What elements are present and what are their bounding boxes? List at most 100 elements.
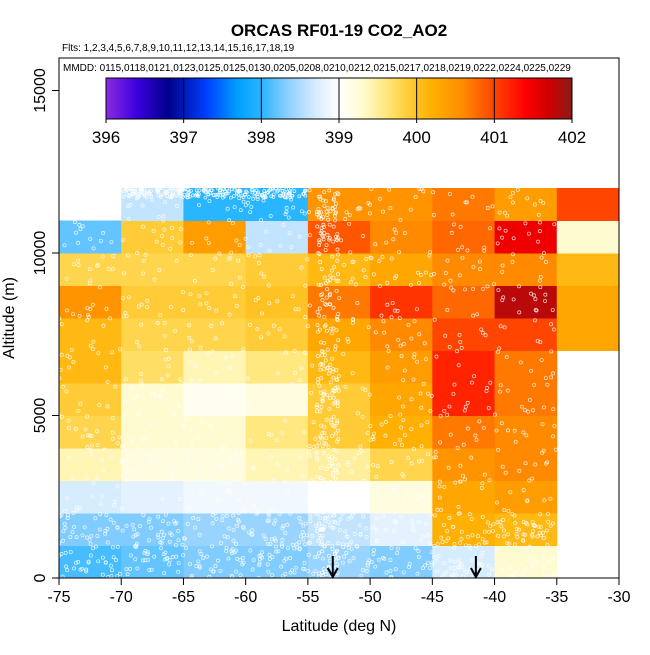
heatmap-cell <box>245 253 309 286</box>
plot-frame <box>58 57 620 579</box>
x-tick-label: -30 <box>607 589 630 606</box>
heatmap-cell <box>59 383 122 416</box>
heatmap-cell <box>432 415 496 449</box>
x-tick-label: -70 <box>110 589 133 606</box>
colorbar-tick-label: 399 <box>325 128 353 147</box>
x-axis-label: Latitude (deg N) <box>282 618 397 635</box>
heatmap-cell <box>432 318 496 351</box>
heatmap-cell <box>494 253 558 286</box>
heatmap-cell <box>494 188 558 221</box>
heatmap-cell <box>183 188 247 221</box>
heatmap-cell <box>121 415 184 449</box>
heatmap-cell <box>556 318 619 351</box>
heatmap-cell <box>370 545 433 578</box>
heatmap-cell <box>494 415 558 449</box>
x-tick-label: -65 <box>172 589 195 606</box>
heatmap-cell <box>121 545 184 578</box>
heatmap-cell <box>59 350 122 384</box>
heatmap-cell <box>245 285 309 319</box>
heatmap-cell <box>121 220 184 254</box>
heatmap-cell <box>556 285 619 319</box>
heatmap-cell <box>245 448 309 481</box>
heatmap-cell <box>245 415 309 449</box>
heatmap-cell <box>121 318 184 351</box>
x-tick-label: -35 <box>545 589 568 606</box>
heatmap-cell <box>183 318 247 351</box>
heatmap-cell <box>494 383 558 416</box>
heatmap-cell <box>432 285 496 319</box>
heatmap-cell <box>494 350 558 384</box>
heatmap-cell <box>183 480 247 514</box>
heatmap-cell <box>121 448 184 481</box>
heatmap-cell <box>370 383 433 416</box>
x-tick-label: -75 <box>47 589 70 606</box>
heatmap-cell <box>307 318 371 351</box>
colorbar-tick-label: 397 <box>169 128 197 147</box>
heatmap-cell <box>183 350 247 384</box>
colorbar-tick-label: 402 <box>558 128 586 147</box>
heatmap-cell <box>307 253 371 286</box>
heatmap-cell <box>370 253 433 286</box>
heatmap-cell <box>556 220 619 254</box>
y-axis: 0 5000 10000 15000 <box>32 68 59 582</box>
heatmap-cell <box>121 480 184 514</box>
heatmap-cell <box>121 350 184 384</box>
heatmap-cell <box>307 350 371 384</box>
x-tick-label: -55 <box>296 589 319 606</box>
heatmap-cell <box>183 415 247 449</box>
y-tick-label: 5000 <box>32 398 49 434</box>
heatmap-cell <box>370 350 433 384</box>
heatmap-cell <box>494 220 558 254</box>
heatmap-cells <box>59 188 619 578</box>
heatmap-cell <box>59 285 122 319</box>
heatmap-cell <box>121 253 184 286</box>
colorbar-ticks: 396 397 398 399 400 401 402 <box>92 78 586 147</box>
heatmap-cell <box>432 188 496 221</box>
heatmap-cell <box>183 220 247 254</box>
heatmap-cell <box>432 545 496 578</box>
latitude-arrow <box>470 556 482 580</box>
heatmap-cell <box>494 285 558 319</box>
heatmap-cell <box>245 318 309 351</box>
heatmap-cell <box>370 318 433 351</box>
x-tick-label: -50 <box>359 589 382 606</box>
heatmap-cell <box>432 448 496 481</box>
heatmap-cell <box>183 448 247 481</box>
heatmap-cell <box>183 545 247 578</box>
heatmap-cell <box>432 253 496 286</box>
y-tick-label: 10000 <box>32 231 49 276</box>
heatmap-cell <box>245 350 309 384</box>
heatmap-cell <box>556 253 619 286</box>
heatmap-cell <box>494 545 558 578</box>
heatmap-cell <box>494 480 558 514</box>
heatmap-cell <box>121 513 184 546</box>
heatmap-cell <box>245 383 309 416</box>
heatmap-cell <box>556 188 619 221</box>
x-tick-label: -45 <box>421 589 444 606</box>
heatmap-cell <box>59 480 122 514</box>
colorbar-tick-label: 398 <box>247 128 275 147</box>
heatmap-cell <box>307 480 371 514</box>
heatmap-cell <box>307 415 371 449</box>
heatmap-cell <box>370 220 433 254</box>
flight-track-dots <box>59 186 558 578</box>
colorbar-tick-label: 396 <box>92 128 120 147</box>
latitude-arrows <box>326 556 482 580</box>
heatmap-cell <box>432 350 496 384</box>
heatmap-cell <box>121 285 184 319</box>
heatmap-cell <box>59 318 122 351</box>
flights-note: Flts: 1,2,3,4,5,6,7,8,9,10,11,12,13,14,1… <box>62 43 295 54</box>
heatmap-cell <box>183 253 247 286</box>
y-tick-label: 0 <box>32 573 49 582</box>
heatmap-cell <box>245 480 309 514</box>
heatmap-cell <box>245 220 309 254</box>
heatmap-cell <box>121 383 184 416</box>
heatmap-cell <box>370 188 433 221</box>
heatmap-cell <box>59 415 122 449</box>
heatmap-cell <box>183 285 247 319</box>
mmdd-note: MMDD: 0115,0118,0121,0123,0125,0125,0130… <box>63 63 571 74</box>
x-axis: -75 -70 -65 -60 -55 -50 -45 -40 -35 -30 <box>47 578 631 606</box>
y-tick-label: 15000 <box>32 68 49 113</box>
